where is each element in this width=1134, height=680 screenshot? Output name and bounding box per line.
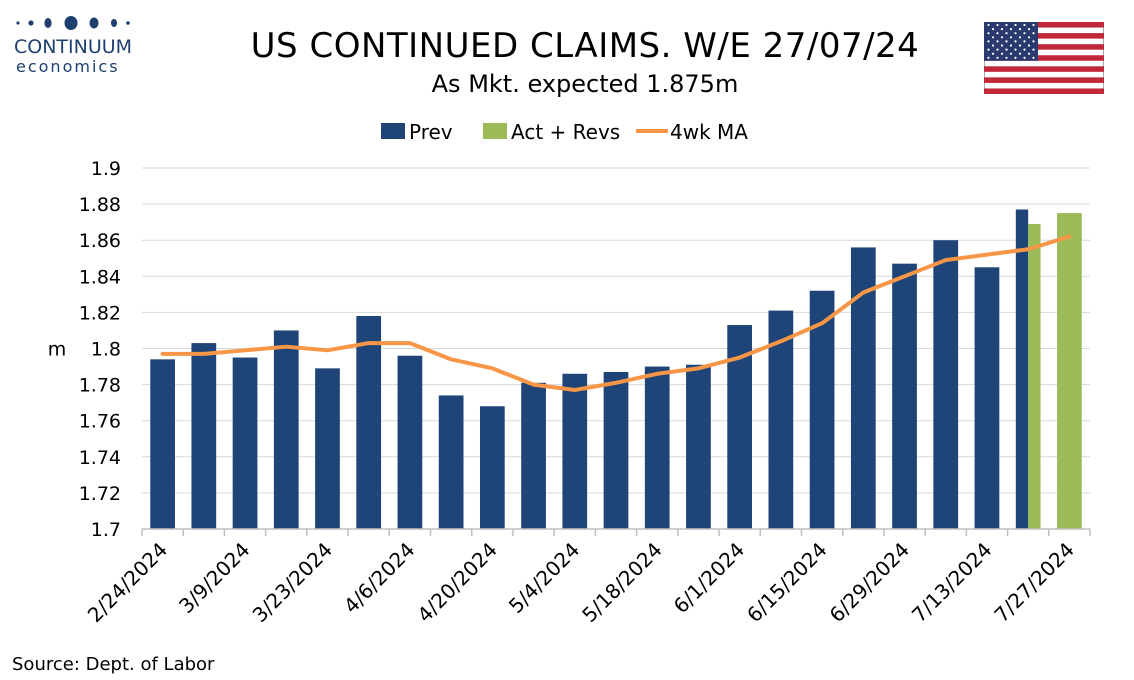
bar-act bbox=[1028, 223, 1041, 529]
y-tick-label: 1.84 bbox=[79, 266, 121, 288]
x-tick-label: 2/24/2024 bbox=[83, 538, 172, 627]
bar-prev bbox=[892, 263, 917, 529]
y-axis-label: m bbox=[48, 339, 67, 361]
bar-prev bbox=[768, 310, 794, 529]
y-tick-label: 1.72 bbox=[79, 483, 121, 505]
bar-prev bbox=[232, 357, 258, 529]
logo-name-line2: economics bbox=[16, 57, 120, 76]
continuum-logo: CONTINUUM economics bbox=[10, 14, 140, 76]
source-note: Source: Dept. of Labor bbox=[12, 654, 215, 675]
chart-subtitle: As Mkt. expected 1.875m bbox=[431, 70, 739, 98]
x-tick-label: 7/13/2024 bbox=[907, 538, 996, 627]
x-tick-label: 6/29/2024 bbox=[825, 538, 914, 627]
bar-prev bbox=[686, 364, 711, 529]
x-tick-label: 4/20/2024 bbox=[412, 538, 501, 627]
bar-prev bbox=[191, 343, 217, 529]
y-tick-label: 1.76 bbox=[79, 411, 121, 433]
x-tick-label: 5/18/2024 bbox=[577, 538, 666, 627]
bar-prev bbox=[1015, 209, 1029, 529]
us-flag-icon bbox=[984, 22, 1104, 94]
bar-prev bbox=[809, 290, 835, 529]
x-tick-label: 6/1/2024 bbox=[669, 538, 749, 618]
bar-prev bbox=[356, 316, 382, 529]
bar-prev bbox=[438, 395, 464, 529]
bar-prev bbox=[974, 267, 1000, 529]
y-tick-label: 1.8 bbox=[91, 339, 121, 361]
bar-prev bbox=[479, 406, 505, 529]
bar-act bbox=[1057, 213, 1082, 529]
bar-prev bbox=[150, 359, 175, 529]
legend-entry: 4wk MA bbox=[670, 120, 748, 144]
y-tick-label: 1.74 bbox=[79, 447, 121, 469]
legend-swatch bbox=[381, 123, 405, 139]
bar-prev bbox=[644, 366, 670, 529]
y-tick-label: 1.7 bbox=[91, 519, 121, 541]
x-tick-label: 7/27/2024 bbox=[989, 538, 1078, 627]
series-line-4wk-ma bbox=[160, 234, 1072, 393]
bar-prev bbox=[521, 382, 546, 529]
y-tick-label: 1.82 bbox=[79, 302, 121, 324]
bar-prev bbox=[397, 355, 423, 529]
bar-prev bbox=[315, 368, 340, 529]
legend-entry: Prev bbox=[409, 120, 453, 144]
bar-prev bbox=[273, 330, 299, 529]
y-tick-label: 1.88 bbox=[79, 194, 121, 216]
x-tick-label: 3/9/2024 bbox=[174, 538, 254, 618]
logo-dots-icon bbox=[16, 16, 130, 30]
y-tick-label: 1.9 bbox=[91, 158, 121, 180]
bar-prev bbox=[933, 240, 959, 529]
bar-prev bbox=[562, 373, 588, 529]
legend-swatch bbox=[483, 123, 507, 139]
chart-title: US CONTINUED CLAIMS. W/E 27/07/24 bbox=[250, 26, 920, 66]
y-tick-label: 1.86 bbox=[79, 230, 121, 252]
logo-name-line1: CONTINUUM bbox=[14, 36, 133, 58]
bar-prev bbox=[603, 371, 629, 529]
x-tick-label: 3/23/2024 bbox=[248, 538, 337, 627]
y-tick-label: 1.78 bbox=[79, 375, 121, 397]
legend-entry: Act + Revs bbox=[511, 120, 620, 144]
x-tick-label: 4/6/2024 bbox=[339, 538, 419, 618]
x-tick-label: 6/15/2024 bbox=[742, 538, 831, 627]
x-tick-label: 5/4/2024 bbox=[504, 538, 584, 618]
